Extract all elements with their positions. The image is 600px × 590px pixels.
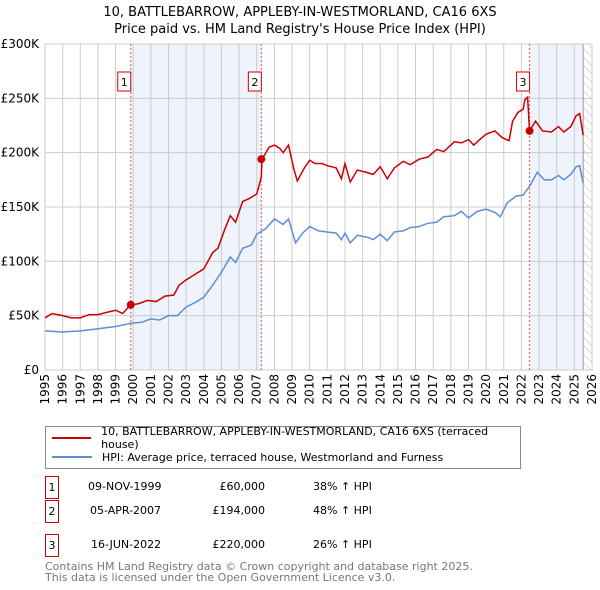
y-tick-label: £200K	[1, 146, 41, 160]
legend-label: 10, BATTLEBARROW, APPLEBY-IN-WESTMORLAND…	[101, 425, 489, 451]
transaction-row: 1 09-NOV-1999 £60,000 38% ↑ HPI	[45, 476, 545, 499]
x-tick-label: 2009	[285, 374, 299, 405]
y-tick-label: £250K	[1, 91, 41, 105]
x-tick-label: 2018	[444, 374, 458, 405]
x-tick-label: 2008	[267, 374, 281, 405]
x-tick-label: 2013	[356, 374, 370, 405]
x-tick-label: 2003	[179, 374, 193, 405]
footer-line: Contains HM Land Registry data © Crown c…	[45, 560, 473, 573]
sale-point	[126, 300, 135, 309]
x-tick-label: 2016	[409, 374, 423, 405]
marker-badge: 1	[45, 476, 59, 499]
legend: 10, BATTLEBARROW, APPLEBY-IN-WESTMORLAND…	[45, 425, 521, 469]
x-tick-label: 1999	[109, 374, 123, 405]
sale-marker-badge	[516, 71, 531, 92]
price: £194,000	[212, 504, 266, 517]
sale-marker-badge	[117, 71, 132, 92]
x-tick-label: 1996	[56, 374, 70, 405]
hpi-change: 26% ↑ HPI	[313, 538, 372, 551]
marker-badge: 3	[45, 534, 59, 557]
x-tick-label: 2017	[426, 374, 440, 405]
sale-marker-number: 3	[520, 76, 527, 89]
sale-point	[257, 155, 266, 164]
hpi-change: 48% ↑ HPI	[313, 504, 372, 517]
footer: Contains HM Land Registry data © Crown c…	[45, 561, 473, 583]
y-tick-label: £50K	[8, 309, 40, 323]
transaction-row: 2 05-APR-2007 £194,000 48% ↑ HPI	[45, 500, 545, 523]
price: £60,000	[219, 480, 266, 493]
x-tick-label: 2025	[567, 374, 581, 405]
chart-subtitle: Price paid vs. HM Land Registry's House …	[114, 22, 486, 37]
marker-badge: 2	[45, 500, 59, 523]
x-tick-label: 2019	[461, 374, 475, 405]
y-tick-label: £100K	[1, 254, 41, 268]
hpi-change: 38% ↑ HPI	[313, 480, 372, 493]
plot-area: 1995 1996 1997 1998 1999 2000 2001 2002 2003 2004…	[1, 37, 599, 405]
footer-line: This data is licensed under the Open Gov…	[45, 571, 396, 584]
x-tick-label: 2010	[303, 374, 317, 405]
property-price-line	[44, 95, 584, 319]
y-tick-label: £0	[24, 363, 39, 377]
legend-swatch-blue	[52, 456, 92, 458]
x-tick-label: 2021	[497, 374, 511, 405]
hpi-line	[44, 164, 584, 333]
plot-border	[44, 43, 593, 371]
x-tick-label: 2006	[232, 374, 246, 405]
x-tick-label: 2015	[391, 374, 405, 405]
x-tick-label: 2023	[532, 374, 546, 405]
x-tick-label: 1997	[73, 374, 87, 405]
date: 16-JUN-2022	[91, 538, 162, 551]
transaction-row: 3 16-JUN-2022 £220,000 26% ↑ HPI	[45, 534, 545, 557]
date: 09-NOV-1999	[88, 480, 162, 493]
x-tick-label: 1998	[91, 374, 105, 405]
x-tick-label: 2012	[338, 374, 352, 405]
legend-item-property: 10, BATTLEBARROW, APPLEBY-IN-WESTMORLAND…	[52, 425, 520, 451]
sale-marker-number: 2	[251, 76, 258, 89]
legend-item-hpi: HPI: Average price, terraced house, West…	[52, 448, 443, 466]
y-tick-label: £300K	[1, 37, 41, 51]
date: 05-APR-2007	[90, 504, 162, 517]
x-tick-label: 2001	[144, 374, 158, 405]
sale-point	[525, 126, 534, 135]
y-tick-label: £150K	[1, 200, 41, 214]
x-tick-label: 2004	[197, 374, 211, 405]
legend-label: HPI: Average price, terraced house, West…	[102, 450, 444, 464]
x-tick-label: 1995	[38, 374, 52, 405]
sale-marker-number: 1	[121, 76, 128, 89]
x-tick-label: 2000	[126, 374, 140, 405]
chart-title: 10, BATTLEBARROW, APPLEBY-IN-WESTMORLAND…	[103, 5, 497, 20]
x-tick-label: 2011	[320, 374, 334, 405]
x-tick-label: 2005	[214, 374, 228, 405]
x-tick-label: 2020	[479, 374, 493, 405]
price: £220,000	[212, 538, 266, 551]
x-tick-label: 2002	[162, 374, 176, 405]
x-tick-label: 2014	[373, 374, 387, 405]
x-tick-label: 2022	[514, 374, 528, 405]
x-tick-label: 2026	[585, 374, 599, 405]
legend-swatch-red	[52, 437, 92, 439]
x-tick-label: 2024	[550, 374, 564, 405]
x-tick-label: 2007	[250, 374, 264, 405]
sale-marker-badge	[247, 71, 262, 92]
